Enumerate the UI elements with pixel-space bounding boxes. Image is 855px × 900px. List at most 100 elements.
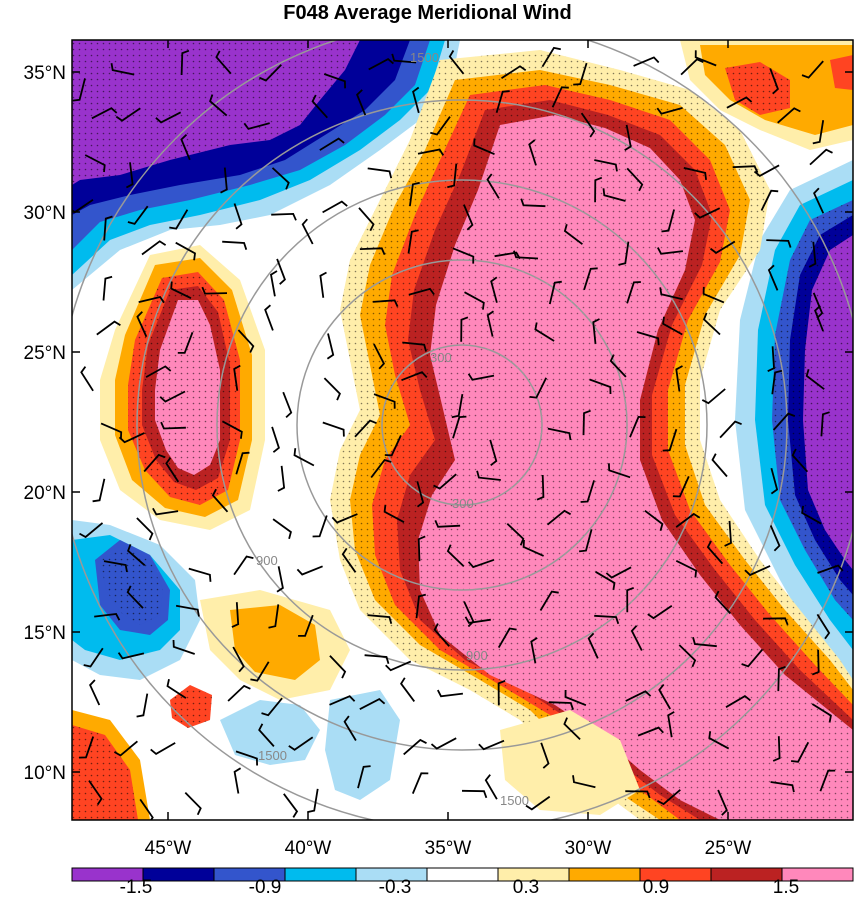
wind-barb: [233, 767, 242, 794]
wind-barb: [448, 50, 465, 75]
wind-barb: [563, 717, 581, 741]
wind-barb: [725, 695, 751, 708]
wind-barb: [767, 264, 779, 291]
lat-label-25n: 25°N: [24, 343, 66, 364]
lat-label-30n: 30°N: [24, 203, 66, 224]
wind-barb: [528, 139, 537, 166]
wind-barb: [541, 46, 561, 68]
wind-barb: [233, 555, 254, 576]
wind-barb: [602, 188, 626, 202]
wind-barb: [400, 677, 416, 702]
wind-barb: [808, 241, 817, 268]
lon-label-35w: 35°W: [425, 838, 472, 859]
wind-barb: [79, 522, 104, 539]
wind-barb: [714, 590, 732, 615]
wind-barb: [94, 613, 121, 621]
wind-barb: [235, 750, 258, 766]
wind-barb: [801, 505, 822, 525]
wind-barb: [188, 567, 212, 582]
wind-barbs: [72, 46, 844, 820]
colorbar-label-1-5: 1.5: [773, 877, 799, 898]
wind-barb: [83, 647, 104, 668]
wind-barb: [539, 590, 559, 611]
wind-barb: [434, 520, 461, 528]
wind-barb: [732, 165, 759, 173]
wind-barb: [460, 316, 469, 342]
wind-barb: [412, 86, 420, 114]
range-ring-labels: 300 300 900 900 1500 1500 1500: [256, 50, 529, 808]
wind-barb: [136, 517, 154, 541]
wind-barb: [136, 311, 148, 338]
wind-barb: [233, 364, 241, 391]
wind-barb: [298, 614, 314, 637]
wind-barb: [172, 639, 195, 655]
wind-barb: [364, 654, 390, 664]
wind-barb: [587, 632, 599, 659]
wind-barb: [813, 187, 825, 214]
wind-barb: [817, 564, 844, 574]
wind-barb: [84, 154, 106, 173]
colorbar-label-neg-1-5: -1.5: [120, 877, 153, 898]
colorbar-swatch: [568, 867, 641, 882]
wind-barb: [357, 765, 371, 789]
colorbar-label-neg-0-3: -0.3: [379, 877, 412, 898]
wind-barb: [235, 451, 250, 475]
wind-barb: [117, 652, 145, 660]
wind-barb: [536, 474, 545, 501]
wind-barb: [264, 304, 274, 331]
lon-label-30w: 30°W: [565, 838, 612, 859]
wind-barb: [726, 96, 753, 109]
latitude-labels: 35°N 30°N 25°N 20°N 15°N 10°N: [24, 63, 66, 784]
negative-wind-region-east: [735, 160, 853, 700]
wind-barb: [103, 215, 113, 241]
wind-barb: [446, 544, 465, 568]
wind-barb: [594, 159, 618, 172]
wind-barb: [497, 627, 517, 649]
wind-barb: [495, 90, 510, 114]
wind-barb: [744, 565, 771, 577]
wind-barb: [430, 737, 457, 750]
wind-barb: [675, 559, 698, 578]
wind-barb: [816, 613, 831, 640]
wind-barb: [489, 439, 498, 467]
wind-barb: [271, 167, 290, 190]
ring-label-300-b: 300: [452, 496, 474, 511]
wind-barb: [118, 432, 145, 444]
wind-barb: [88, 780, 103, 806]
wind-barb: [232, 646, 245, 673]
wind-barb: [143, 453, 166, 473]
wind-barb: [464, 291, 485, 310]
wind-barb: [231, 602, 240, 628]
wind-barb: [127, 543, 146, 566]
wind-barb: [385, 660, 412, 672]
wind-barb: [288, 736, 314, 751]
wind-barb: [711, 453, 728, 478]
wind-barb: [594, 176, 603, 203]
wind-barb: [329, 655, 347, 679]
wind-barb: [506, 523, 525, 546]
wind-barb: [271, 426, 280, 453]
wind-barb: [595, 571, 616, 591]
wind-barb: [125, 162, 134, 189]
wind-barb: [115, 107, 141, 122]
wind-barb: [624, 124, 632, 151]
wind-barb: [160, 421, 186, 430]
wind-barb: [820, 411, 830, 437]
wind-barb: [276, 566, 284, 593]
wind-barb: [169, 209, 189, 230]
wind-barb: [637, 726, 664, 737]
wind-barb: [580, 112, 596, 138]
wind-barb: [525, 795, 551, 811]
wind-barb: [358, 207, 375, 232]
colorbar-label-0-3: 0.3: [513, 877, 539, 898]
wind-barb: [658, 683, 671, 710]
wind-barb: [211, 488, 229, 513]
wind-barb: [805, 368, 825, 390]
wind-barb: [763, 617, 789, 626]
wind-barb: [359, 698, 386, 710]
wind-barb: [92, 478, 106, 503]
wind-barb: [141, 240, 167, 256]
wind-barb: [772, 412, 796, 431]
wind-barb: [766, 239, 792, 248]
wind-barb: [113, 740, 138, 757]
